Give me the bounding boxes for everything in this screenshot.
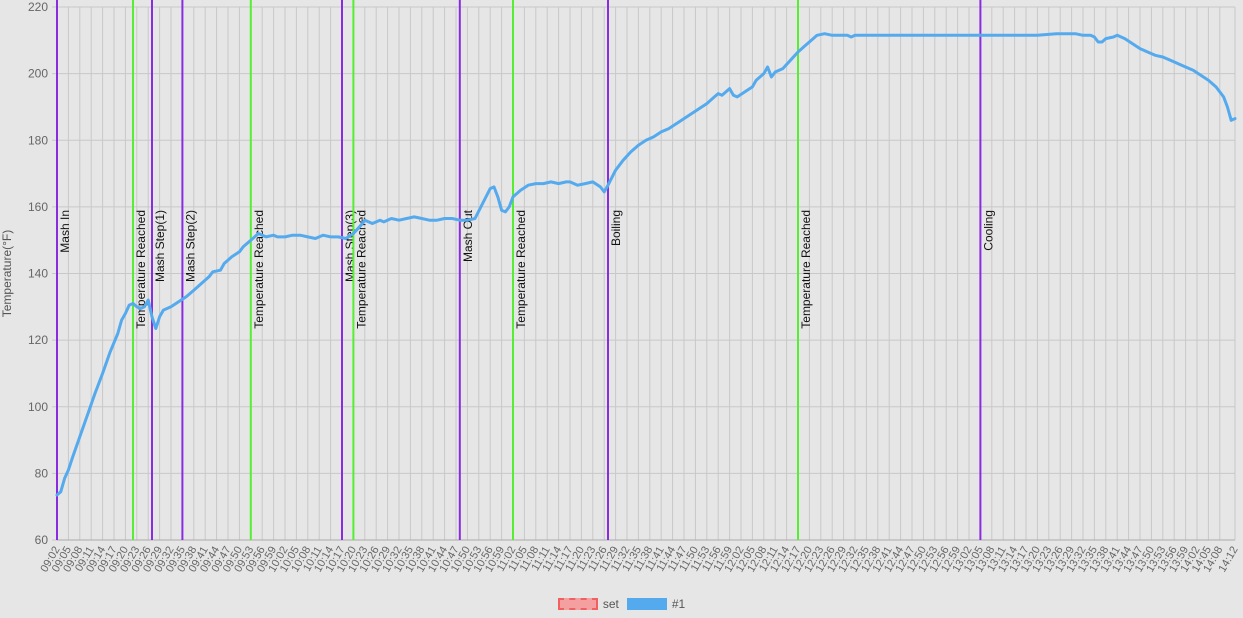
event-marker-label: Temperature Reached [252, 210, 266, 329]
event-marker-label: Mash Step(1) [153, 210, 167, 282]
y-axis-title: Temperature(°F) [0, 230, 14, 318]
event-marker-label: Boiling [609, 210, 623, 246]
chart-legend: set #1 [0, 597, 1243, 611]
legend-swatch-set [557, 598, 598, 610]
event-marker-label: Mash Out [461, 209, 475, 262]
legend-item-series-1[interactable]: #1 [626, 597, 686, 611]
event-marker-label: Temperature Reached [134, 210, 148, 329]
y-tick-label: 80 [35, 466, 49, 480]
legend-item-set[interactable]: set [557, 597, 619, 611]
series-line [55, 32, 1237, 497]
y-tick-label: 60 [35, 533, 49, 547]
event-marker-label: Mash Step(2) [183, 210, 197, 282]
legend-swatch-series-1 [626, 598, 667, 610]
y-tick-label: 120 [28, 333, 48, 347]
y-tick-label: 180 [28, 133, 48, 147]
event-marker-label: Temperature Reached [514, 210, 528, 329]
y-tick-label: 200 [28, 67, 48, 81]
legend-label-series-1: #1 [671, 597, 686, 611]
y-tick-label: 100 [28, 400, 48, 414]
event-marker-label: Temperature Reached [354, 210, 368, 329]
y-tick-label: 220 [28, 0, 48, 14]
event-marker-label: Cooling [981, 210, 995, 251]
legend-label-set: set [602, 597, 619, 611]
event-marker-label: Temperature Reached [799, 210, 813, 329]
event-marker-label: Mash In [58, 210, 72, 253]
y-tick-label: 140 [28, 267, 48, 281]
y-tick-label: 160 [28, 200, 48, 214]
